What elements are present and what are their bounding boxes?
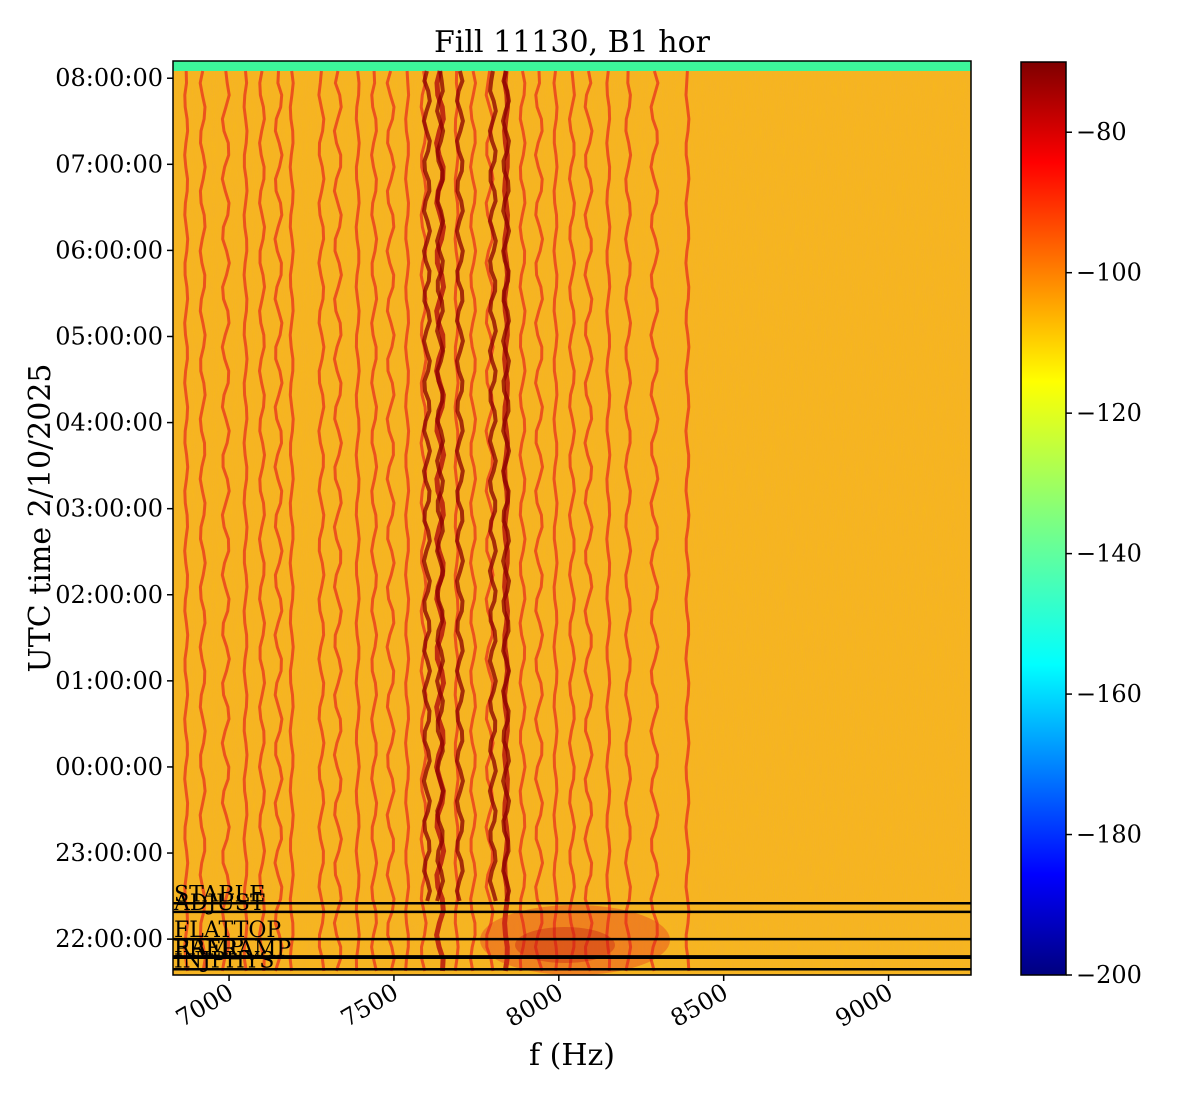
colorbar-tick-label: −200 — [1076, 961, 1142, 989]
spectral-line — [257, 70, 267, 972]
spectral-line — [533, 70, 545, 972]
frequency-axis: 7000 7500 8000 8500 9000 — [171, 975, 898, 1033]
spectral-line — [242, 70, 249, 972]
colorbar-tick-label: −120 — [1076, 399, 1142, 427]
colorbar-tick-label: −160 — [1076, 680, 1142, 708]
spectral-line — [624, 70, 633, 972]
y-tick-label: 06:00:00 — [55, 236, 163, 264]
spectral-line — [354, 70, 361, 972]
plot-area — [173, 61, 971, 975]
strong-spectral-line — [435, 70, 446, 902]
spectral-line — [317, 70, 326, 972]
spectral-line — [453, 70, 460, 972]
plot-frame — [172, 60, 972, 976]
y-tick-label: 23:00:00 — [55, 839, 163, 867]
spectral-line — [605, 70, 612, 972]
y-tick-label: 07:00:00 — [55, 150, 163, 178]
strong-spectral-line — [487, 70, 498, 902]
phase-label: PRERAMP — [174, 937, 291, 962]
top-edge-band — [173, 61, 971, 71]
phase-label: FLATTOP — [174, 918, 281, 943]
x-axis-title: f (Hz) — [529, 1038, 615, 1073]
colorbar-tick-label: −100 — [1076, 259, 1142, 287]
x-tick-label: 8000 — [501, 978, 568, 1033]
spectral-line — [288, 70, 295, 972]
spectral-line — [684, 70, 691, 972]
y-tick-label: 02:00:00 — [55, 581, 163, 609]
time-axis: 22:00:00 23:00:00 00:00:00 01:00:00 02:00:00… — [55, 64, 173, 953]
x-tick-label: 7000 — [171, 978, 238, 1033]
spectral-line — [385, 70, 396, 972]
y-tick-label: 03:00:00 — [55, 495, 163, 523]
spectral-line — [518, 70, 527, 972]
spectral-line — [198, 70, 207, 972]
spectral-line — [404, 70, 411, 972]
colorbar: −80 −100 −120 −140 −160 −180 −200 — [1020, 61, 1142, 989]
colorbar-tick-label: −180 — [1076, 821, 1142, 849]
colorbar-gradient — [1020, 61, 1067, 976]
colorbar-tick-label: −140 — [1076, 540, 1142, 568]
spectral-line — [583, 70, 594, 972]
x-tick-label: 9000 — [831, 978, 898, 1033]
spectral-line — [273, 70, 284, 972]
strong-spectral-line — [500, 70, 512, 902]
phase-label: STABLE — [174, 882, 265, 907]
chart-title: Fill 11130, B1 hor — [434, 25, 711, 60]
spectral-line — [220, 70, 231, 972]
strong-spectral-line — [421, 70, 432, 902]
x-tick-label: 8500 — [666, 978, 733, 1033]
spectral-line — [567, 70, 577, 972]
y-tick-label: 01:00:00 — [55, 667, 163, 695]
spectral-line — [552, 70, 559, 972]
y-tick-label: 22:00:00 — [55, 925, 163, 953]
spectral-line — [332, 70, 343, 972]
y-axis-title: UTC time 2/10/2025 — [23, 364, 58, 673]
y-tick-label: 00:00:00 — [55, 753, 163, 781]
y-tick-label: 04:00:00 — [55, 409, 163, 437]
y-tick-label: 05:00:00 — [55, 322, 163, 350]
phase-label: INJPHYS — [174, 948, 274, 973]
colorbar-tick-label: −80 — [1076, 118, 1127, 146]
spectral-line — [469, 70, 478, 972]
spectral-line — [649, 70, 660, 972]
x-tick-label: 7500 — [336, 978, 403, 1033]
phase-label: RAMP — [174, 935, 244, 960]
spectral-line — [370, 70, 379, 972]
strong-spectral-line — [454, 70, 465, 902]
spectral-line — [183, 70, 190, 972]
y-tick-label: 08:00:00 — [55, 64, 163, 92]
phase-label: ADJUST — [173, 891, 265, 916]
